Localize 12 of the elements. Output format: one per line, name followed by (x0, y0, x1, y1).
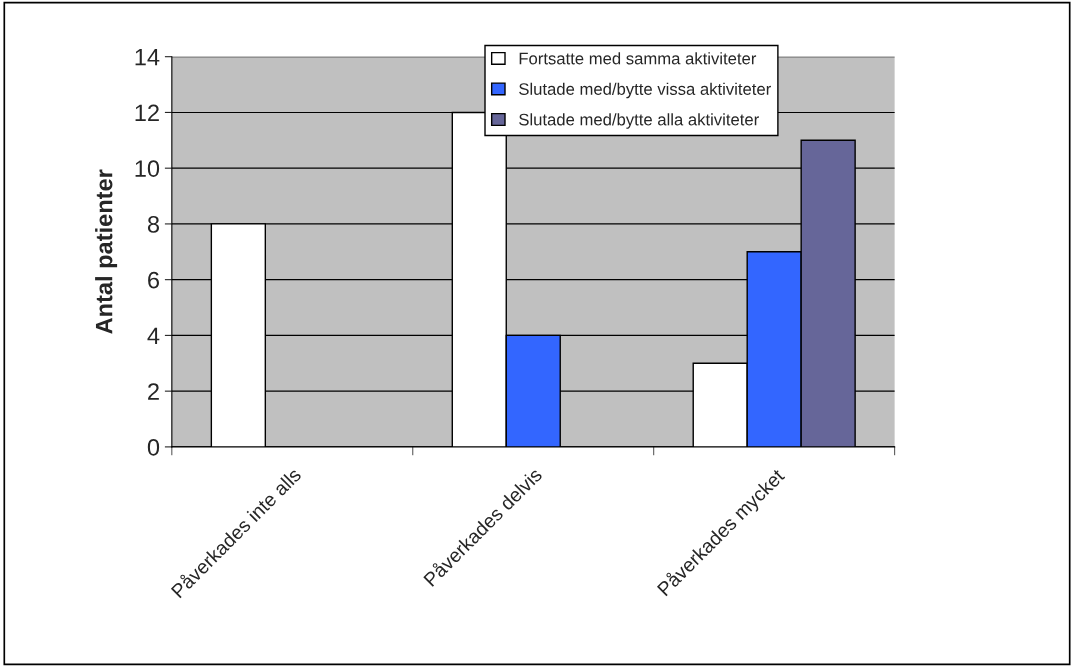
y-tick-label: 8 (147, 215, 160, 233)
y-tick-label: 14 (135, 49, 160, 66)
legend-label: Slutade med/bytte alla aktiviteter (519, 113, 759, 129)
legend-label: Slutade med/bytte vissa aktiviteter (519, 82, 771, 99)
legend-label: Fortsatte med samma aktiviteter (519, 52, 757, 65)
y-tick-label: 2 (148, 383, 159, 400)
y-tick-label: 0 (147, 438, 160, 456)
y-axis-title: Antal patienter (95, 169, 118, 334)
y-tick-label: 10 (135, 160, 160, 177)
y-tick-label: 12 (135, 104, 159, 121)
y-tick-label: 6 (148, 271, 159, 289)
y-tick-label: 4 (147, 327, 160, 344)
